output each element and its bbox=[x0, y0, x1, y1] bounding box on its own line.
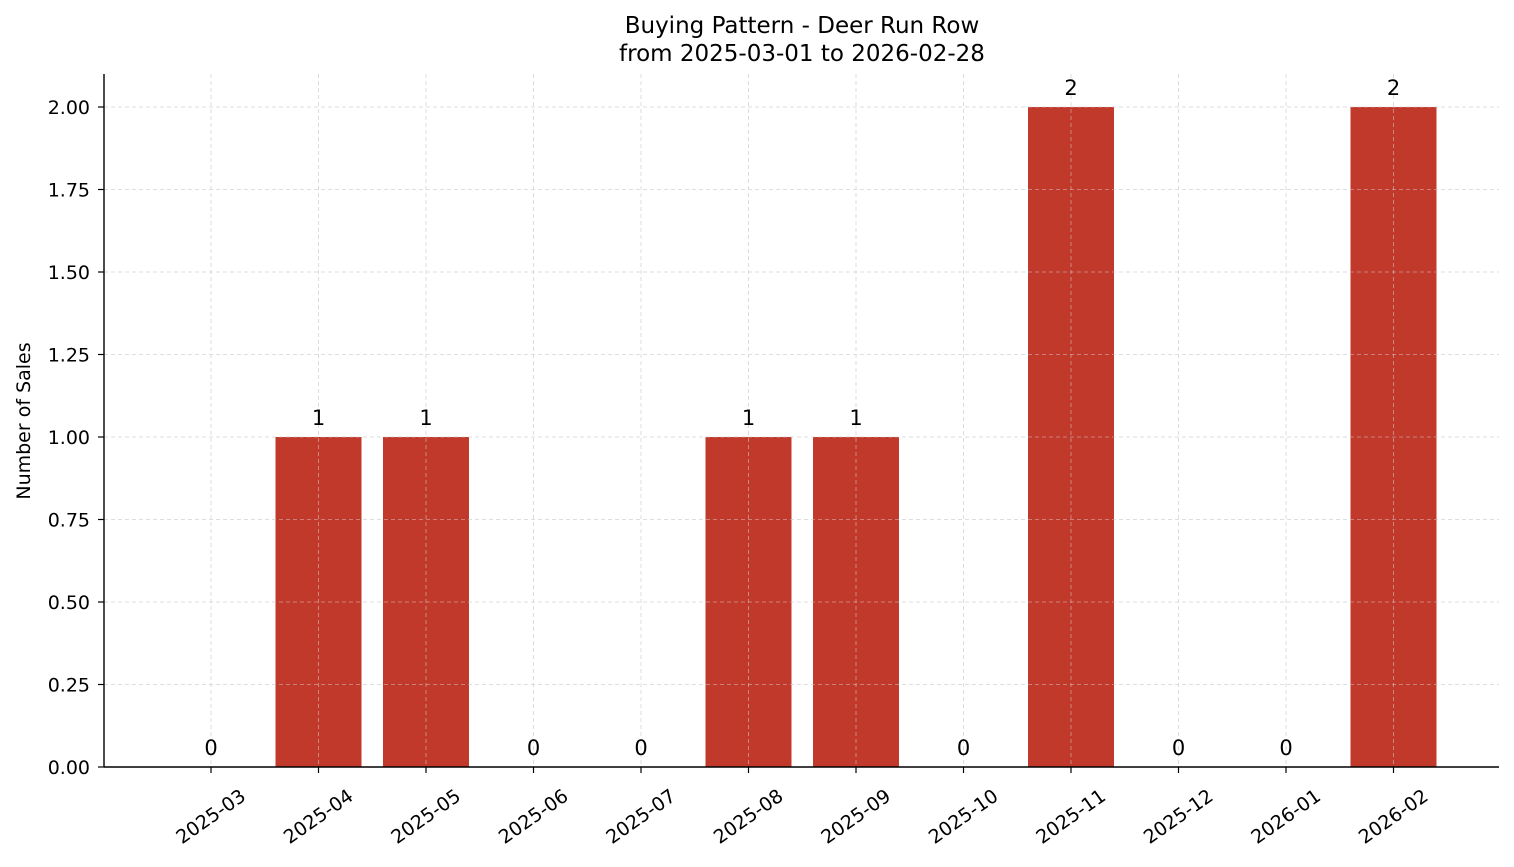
y-axis-label: Number of Sales bbox=[13, 342, 35, 499]
labels-layer: 0 1 1 0 0 1 1 0 2 0 0 2 bbox=[204, 76, 1400, 760]
bar-data-label: 0 bbox=[957, 736, 970, 760]
y-tick-label: 0.25 bbox=[48, 675, 90, 697]
bar-data-label: 1 bbox=[849, 406, 862, 430]
bar-data-label: 0 bbox=[1279, 736, 1292, 760]
bar-data-label: 2 bbox=[1387, 76, 1400, 100]
y-tick-label: 2.00 bbox=[48, 97, 90, 119]
y-tick-label: 1.00 bbox=[48, 427, 90, 449]
chart-subtitle: from 2025-03-01 to 2026-02-28 bbox=[619, 41, 985, 67]
y-tick-label: 0.75 bbox=[48, 510, 90, 532]
bar-data-label: 1 bbox=[742, 406, 755, 430]
bar-data-label: 0 bbox=[1172, 736, 1185, 760]
bar-data-label: 1 bbox=[419, 406, 432, 430]
bar-data-label: 2 bbox=[1064, 76, 1077, 100]
y-tick-label: 0.50 bbox=[48, 592, 90, 614]
y-tick-label: 1.25 bbox=[48, 345, 90, 367]
y-tick-label: 1.50 bbox=[48, 262, 90, 284]
bar-data-label: 0 bbox=[634, 736, 647, 760]
y-tick-label: 0.00 bbox=[48, 757, 90, 779]
chart-title: Buying Pattern - Deer Run Row bbox=[625, 13, 980, 39]
bar-data-label: 0 bbox=[204, 736, 217, 760]
bar-data-label: 1 bbox=[312, 406, 325, 430]
bar-data-label: 0 bbox=[527, 736, 540, 760]
bars-layer bbox=[104, 74, 1499, 768]
y-tick-label: 1.75 bbox=[48, 180, 90, 202]
